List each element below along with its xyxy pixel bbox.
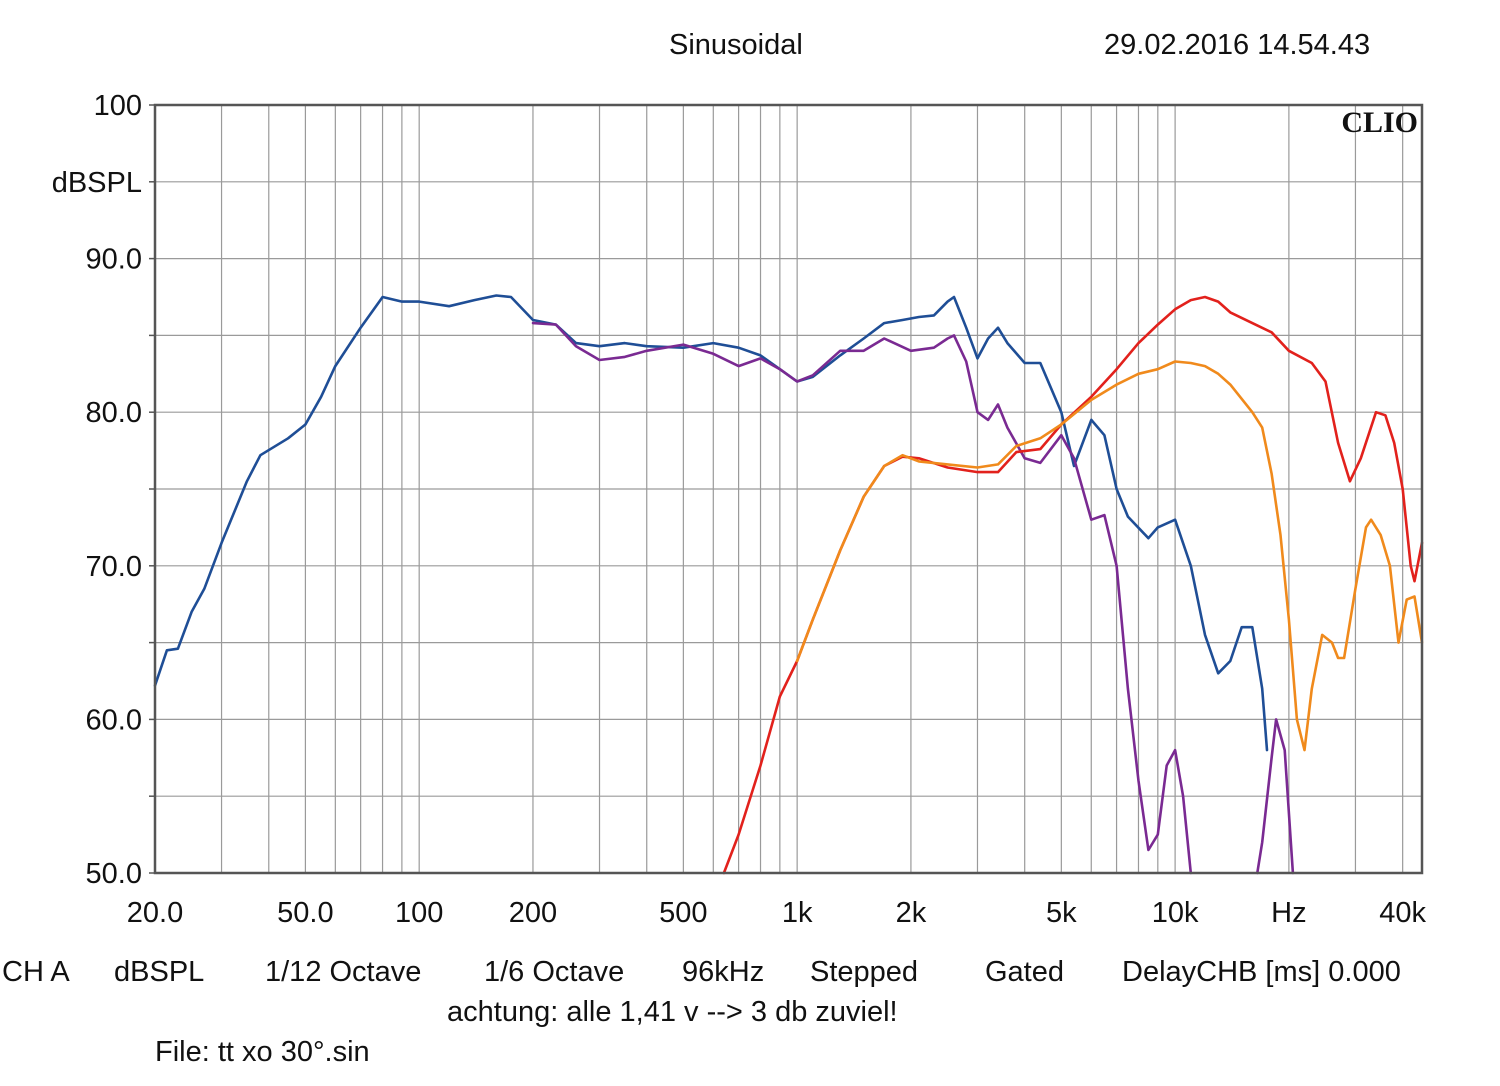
- x-tick-label: 200: [509, 897, 557, 929]
- plot-frame: [153, 103, 1424, 875]
- x-tick-label: 20.0: [127, 897, 183, 929]
- setting-channel: CH A: [2, 956, 70, 988]
- series-line-blue: [153, 294, 1269, 752]
- x-tick-label: 50.0: [277, 897, 333, 929]
- file-name: File: tt xo 30°.sin: [155, 1036, 370, 1068]
- x-tick-label: 1k: [782, 897, 813, 929]
- y-tick-label: 60.0: [86, 704, 142, 736]
- comment-line: achtung: alle 1,41 v --> 3 db zuviel!: [447, 996, 898, 1028]
- x-tick-label: 100: [395, 897, 443, 929]
- y-tick-label: 50.0: [86, 858, 142, 890]
- setting-stepped: Stepped: [810, 956, 919, 988]
- y-tick-label: 90.0: [86, 244, 142, 276]
- x-tick-label: 2k: [896, 897, 927, 929]
- y-tick-label: 100: [94, 90, 142, 122]
- series-lines: [153, 294, 1424, 875]
- setting-sample-rate: 96kHz: [682, 956, 765, 988]
- y-axis-label: dBSPL: [52, 167, 142, 199]
- x-tick-label: 40k: [1379, 897, 1426, 929]
- series-line-purple: [1256, 718, 1295, 875]
- measurement-timestamp: 29.02.2016 14.54.43: [1104, 29, 1371, 61]
- series-line-purple: [531, 321, 1193, 875]
- x-tick-label: 5k: [1046, 897, 1077, 929]
- x-tick-label: 10k: [1152, 897, 1199, 929]
- series-line-orange: [795, 360, 1424, 752]
- setting-resolution: 1/12 Octave: [265, 956, 422, 988]
- y-tick-label: 80.0: [86, 397, 142, 429]
- setting-delay: DelayCHB [ms] 0.000: [1122, 956, 1401, 988]
- x-tick-label: 500: [659, 897, 707, 929]
- grid-lines: [149, 104, 1422, 874]
- x-tick-label: Hz: [1271, 897, 1306, 929]
- setting-gated: Gated: [985, 956, 1064, 988]
- series-line-red: [722, 295, 1424, 875]
- sweep-mode-label: Sinusoidal: [669, 29, 803, 61]
- y-tick-label: 70.0: [86, 551, 142, 583]
- setting-unit: dBSPL: [114, 956, 205, 988]
- axis-labels: 100 90.0 80.0 70.0 60.0 50.0 dBSPL 20.0 50.0 100 2…: [52, 90, 1427, 929]
- clio-logo-text: CLIO: [1341, 106, 1418, 139]
- setting-smoothing: 1/6 Octave: [484, 956, 625, 988]
